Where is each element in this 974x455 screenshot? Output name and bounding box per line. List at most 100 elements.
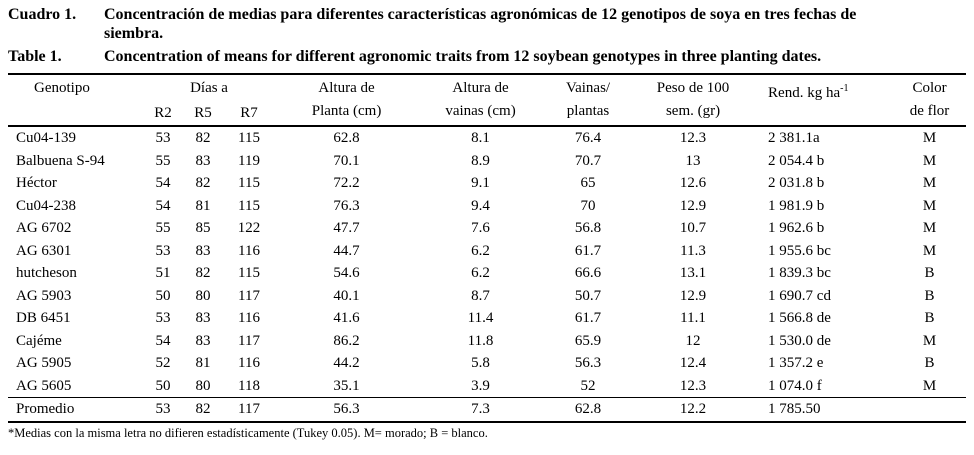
table-cell: B	[924, 310, 935, 326]
table-cell: 44.7	[333, 242, 360, 259]
table-cell: 72.2	[333, 175, 360, 191]
table-cell: 1 690.7 cd	[768, 287, 831, 304]
table-cell: 62.8	[333, 130, 360, 146]
table-cell: 9.1	[471, 175, 490, 191]
table-cell: 1 530.0 de	[768, 332, 831, 349]
table-row: Cu04-139 53 82 115 62.8 8.1 76.4 12.3 2 381.1a M	[8, 126, 966, 150]
table-cell: 47.7	[333, 220, 360, 236]
table-cell: 82	[195, 265, 211, 281]
table-cell: 11.1	[680, 310, 706, 326]
table-cell: 52	[580, 377, 596, 394]
table-cell: 6.2	[471, 242, 490, 259]
table-cell: 115	[238, 265, 260, 281]
table-cell: 2 381.1a	[768, 130, 820, 146]
table-cell: 12.9	[679, 287, 707, 304]
caption-es-text: Concentración de medias para diferentes …	[104, 5, 966, 43]
table-cell: 51	[155, 265, 171, 281]
table-cell: 53	[155, 401, 171, 417]
header-line: sem. (gr)	[665, 103, 721, 119]
table-cell: 11.3	[680, 242, 706, 259]
header-peso-100-semillas: Peso de 100 sem. (gr)	[633, 74, 753, 126]
table-row: AG 5903 50 80 117 40.1 8.7 50.7 12.9 1 690.7 cd B	[8, 285, 966, 308]
table-cell: 115	[238, 130, 260, 146]
table-cell: 82	[195, 401, 211, 417]
table-cell: 53	[155, 130, 171, 146]
table-cell: DB 6451	[16, 310, 71, 326]
table-cell: 50.7	[574, 287, 602, 304]
table-cell: M	[922, 130, 937, 146]
header-line: Color	[912, 80, 947, 96]
table-cell: 2 031.8 b	[768, 175, 825, 191]
caption-en-text: Concentration of means for different agr…	[104, 48, 822, 65]
table-cell: Cajéme	[16, 332, 62, 349]
header-line: Altura de	[452, 80, 509, 96]
table-cell: 86.2	[333, 332, 360, 349]
table-cell: 1 074.0 f	[768, 377, 822, 394]
caption-english: Table 1. Concentration of means for diff…	[8, 47, 966, 66]
table-cell: 116	[238, 355, 260, 371]
table-cell: 11.8	[467, 332, 494, 349]
table-cell: 52	[155, 355, 171, 371]
table-cell: Balbuena S-94	[16, 152, 105, 169]
table-cell: 117	[238, 287, 260, 304]
table-cell: 12	[685, 332, 701, 349]
table-cell: 61.7	[574, 242, 602, 259]
table-header: Genotipo Días a Altura de Planta (cm) Al…	[8, 74, 967, 126]
table-cell: 9.4	[471, 197, 490, 214]
table-cell: 115	[238, 175, 260, 191]
table-cell: AG 6702	[16, 220, 72, 236]
table-cell: 54	[155, 332, 171, 349]
table-cell: 12.6	[679, 175, 707, 191]
table-cell: 56.3	[574, 355, 602, 371]
table-cell: M	[922, 242, 937, 259]
table-cell: 13.1	[679, 265, 707, 281]
table-cell: Héctor	[16, 175, 57, 191]
table-cell: 55	[155, 152, 171, 169]
header-line: vainas (cm)	[445, 103, 516, 119]
table-cell: 12.2	[679, 401, 707, 417]
table-cell: 40.1	[333, 287, 360, 304]
header-altura-planta: Altura de Planta (cm)	[275, 74, 418, 126]
table-cell: 50	[155, 287, 171, 304]
table-cell: 54	[155, 197, 171, 214]
table-cell: 10.7	[679, 220, 707, 236]
table-row: AG 5905 52 81 116 44.2 5.8 56.3 12.4 1 357.2 e B	[8, 352, 966, 375]
table-cell: 115	[238, 197, 260, 214]
table-cell: hutcheson	[16, 265, 77, 281]
table-cell: Cu04-139	[16, 130, 76, 146]
table-cell: 65	[580, 175, 596, 191]
header-r7: R7	[240, 105, 258, 121]
table-cell: 83	[195, 242, 211, 259]
header-line: Planta (cm)	[311, 103, 382, 119]
header-row-1: Genotipo Días a Altura de Planta (cm) Al…	[8, 74, 966, 119]
table-cell: B	[924, 355, 935, 371]
table-cell: 13	[685, 152, 701, 169]
table-cell: 3.9	[471, 377, 490, 394]
table-cell: M	[922, 175, 937, 191]
header-color-flor: Color de flor	[893, 74, 966, 126]
table-cell: 118	[238, 377, 260, 394]
table-cell: 80	[195, 287, 211, 304]
table-cell: 6.2	[471, 265, 490, 281]
table-cell: 122	[237, 220, 261, 236]
table-cell: 5.8	[471, 355, 490, 371]
results-table: Genotipo Días a Altura de Planta (cm) Al…	[8, 73, 967, 423]
table-cell: 85	[195, 220, 211, 236]
table-cell: M	[922, 332, 937, 349]
table-cell: B	[924, 265, 935, 281]
table-cell: 1 981.9 b	[768, 197, 825, 214]
table-cell: 56.3	[333, 401, 360, 417]
table-cell: 41.6	[333, 310, 360, 326]
table-row: Cu04-238 54 81 115 76.3 9.4 70 12.9 1 981.9 b M	[8, 195, 966, 218]
table-cell: M	[922, 377, 937, 394]
table-cell: M	[922, 197, 937, 214]
table-cell: 7.6	[471, 220, 490, 236]
table-cell: 116	[238, 242, 260, 259]
header-dias-a: Días a	[190, 80, 228, 96]
table-row: AG 6702 55 85 122 47.7 7.6 56.8 10.7 1 962.6 b M	[8, 217, 966, 240]
header-altura-vainas: Altura de vainas (cm)	[418, 74, 543, 126]
table-cell: 1 955.6 bc	[768, 242, 831, 259]
table-cell: 1 839.3 bc	[768, 265, 831, 281]
table-cell: 70	[580, 197, 596, 214]
